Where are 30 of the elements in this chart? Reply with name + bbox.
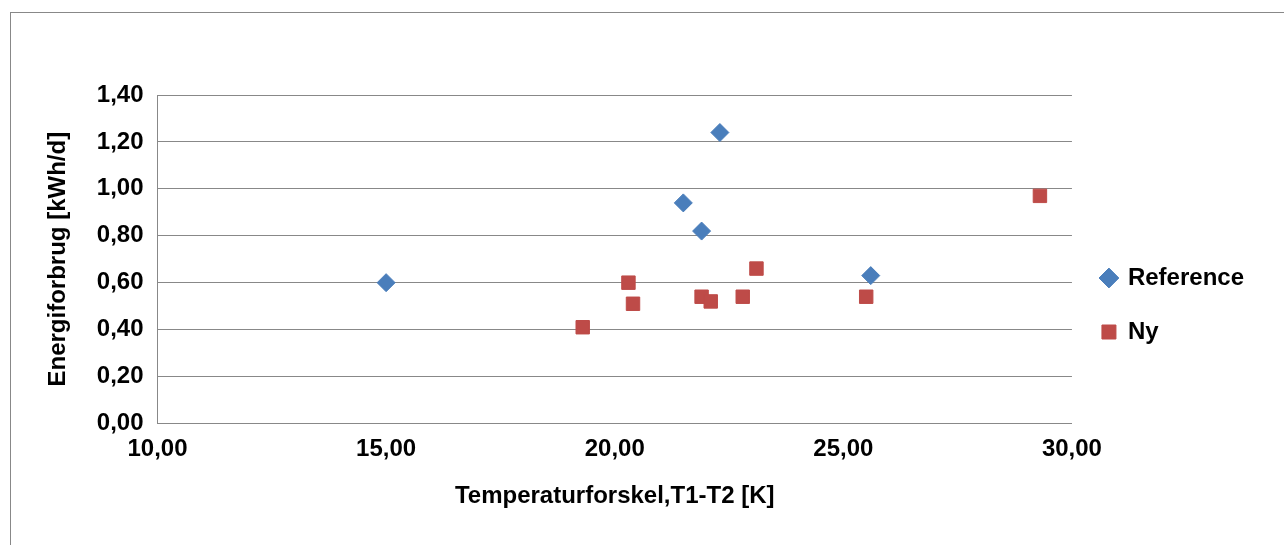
point	[376, 273, 396, 293]
y-tick-label: 0,40	[96, 314, 144, 342]
y-tick-label: 0,60	[96, 267, 144, 295]
legend-label: Ny	[1127, 316, 1160, 344]
x-axis-title: Temperaturforskel,T1-T2 [K]	[454, 481, 775, 509]
point	[625, 296, 641, 311]
y-tick-label: 0,20	[96, 361, 144, 389]
y-tick-label: 0,00	[96, 408, 144, 436]
point	[858, 289, 874, 304]
x-tick-label: 25,00	[813, 434, 874, 462]
point	[692, 221, 712, 241]
point	[703, 294, 718, 309]
y-tick-label: 0,80	[96, 220, 144, 248]
point	[575, 320, 590, 335]
x-tick-label: 20,00	[584, 434, 645, 462]
point	[749, 261, 764, 276]
x-tick-label: 15,00	[356, 434, 417, 462]
point	[861, 266, 881, 286]
y-tick-label: 1,00	[96, 173, 144, 201]
point	[673, 193, 693, 213]
y-tick-label: 1,40	[96, 79, 144, 107]
legend-label: Reference	[1127, 262, 1244, 290]
point	[621, 275, 636, 290]
x-tick-label: 10,00	[127, 434, 188, 462]
x-tick-label: 30,00	[1041, 434, 1102, 462]
y-tick-label: 1,20	[96, 126, 144, 154]
point	[710, 123, 730, 143]
y-axis-title: Energiforbrug [kWh/d]	[43, 131, 71, 387]
point	[1032, 188, 1048, 204]
point	[735, 289, 750, 304]
